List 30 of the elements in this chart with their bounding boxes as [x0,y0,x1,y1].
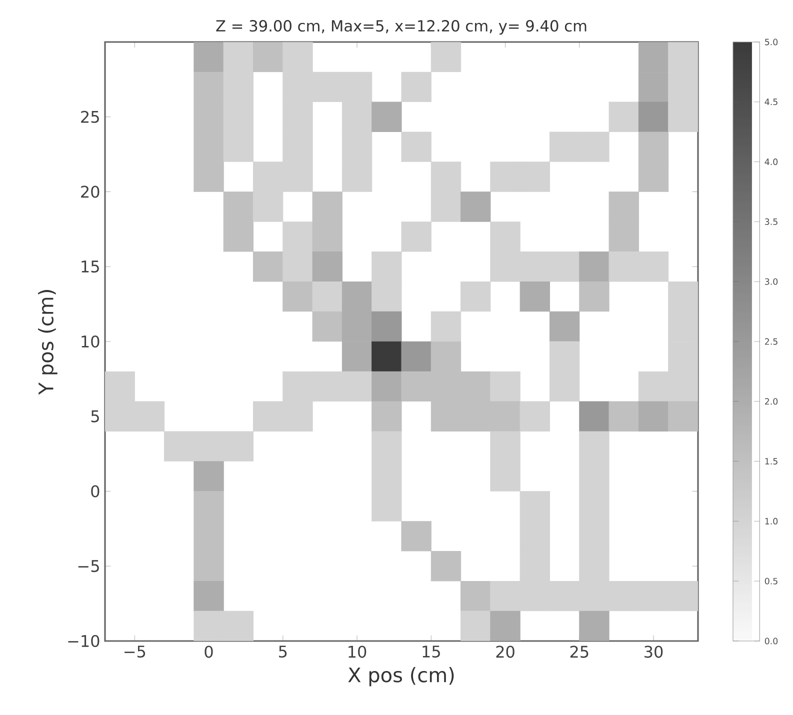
x-tick-label: −5 [124,646,146,658]
x-tick-label: 30 [644,646,663,658]
color-bar-label: 1.5 [765,458,778,465]
x-tick-label: 25 [570,646,588,658]
color-bar-label: 2.5 [764,338,778,345]
color-bar-label: 0.0 [764,638,778,644]
y-tick-label: 25 [81,110,99,123]
color-bar-label: 1.0 [765,518,778,524]
color-bar-label: 4.5 [764,98,778,106]
color-bar-label: 3.5 [765,218,778,225]
x-tick-label: 20 [496,646,514,658]
x-tick-label: 5 [279,646,287,658]
color-bar-label: 4.0 [764,158,778,166]
x-tick-label: 0 [204,646,213,658]
x-tick-label: 10 [348,646,366,658]
y-axis-title: Y pos (cm) [38,290,58,395]
color-bar-label: 2.0 [764,398,778,405]
y-tick-label: 10 [82,335,100,348]
x-tick-label: 15 [422,646,440,658]
y-tick-label: 0 [91,485,100,498]
y-tick-label: −10 [68,634,100,648]
chart-title: Z = 39.00 cm, Max=5, x=12.20 cm, y= 9.40 cm [216,20,586,35]
color-bar-label: 3.0 [765,278,778,285]
color-bar-label: 5.0 [765,38,778,46]
y-tick-label: 15 [82,260,99,273]
color-bar-label: 0.5 [764,578,778,584]
y-tick-label: 5 [91,410,99,422]
x-axis-title: X pos (cm) [348,666,454,686]
y-tick-label: 20 [81,186,100,198]
y-tick-label: −5 [78,560,99,572]
